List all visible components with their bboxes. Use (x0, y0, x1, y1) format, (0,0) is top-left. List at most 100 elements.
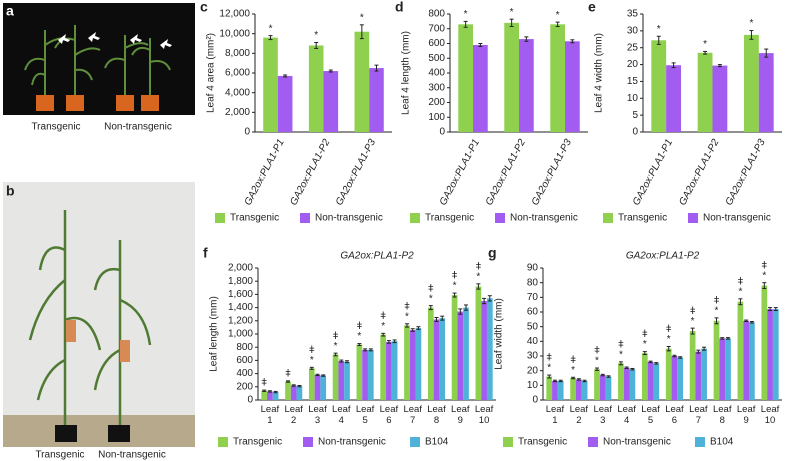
error-bar (309, 366, 314, 370)
y-tick-label: 10,000 (219, 28, 250, 39)
significance-mark: ǂ (475, 261, 481, 272)
y-tick-label: 200 (236, 381, 253, 392)
error-bar (476, 283, 481, 290)
error-bar (552, 379, 557, 383)
bar (689, 331, 696, 400)
bar (719, 338, 726, 400)
error-bar (333, 352, 338, 357)
bar (570, 378, 576, 400)
error-bar (648, 360, 653, 364)
bar (263, 37, 278, 132)
bar (296, 386, 303, 400)
bar (308, 368, 315, 400)
x-tick-label: Leaf 2 (284, 404, 303, 426)
error-bar (717, 64, 722, 68)
significance-mark: ǂ (714, 296, 720, 307)
error-bar (464, 304, 469, 311)
significance-mark: * (510, 7, 514, 18)
error-bar (764, 48, 769, 58)
panel-letter: b (6, 183, 15, 199)
bar (433, 319, 440, 400)
y-tick-label: 2,000 (225, 107, 250, 118)
error-bar (374, 64, 379, 72)
bar (575, 379, 582, 400)
photo-a (3, 3, 195, 115)
bar (369, 68, 384, 132)
y-tick-label: 0 (632, 127, 638, 138)
error-bar (656, 35, 661, 45)
error-bar (458, 308, 463, 315)
bar (772, 309, 779, 400)
error-bar (268, 35, 273, 41)
y-tick-label: 300 (428, 82, 445, 93)
x-tick-label: GA2ox:PLA1-P2 (288, 137, 332, 207)
y-tick-label: 0 (247, 395, 253, 406)
y-tick-label: 4,000 (225, 87, 250, 98)
bar (767, 309, 773, 400)
significance-mark: * (556, 10, 560, 21)
y-tick-label: 25 (627, 42, 639, 53)
x-tick-label: GA2ox:PLA1-P1 (631, 137, 675, 207)
x-tick-label: GA2ox:PLA1-P3 (530, 137, 574, 207)
y-tick-label: 200 (428, 97, 445, 108)
chart-title: GA2ox:PLA1-P2 (340, 251, 414, 262)
x-tick-label-box: Leaf 5 (355, 404, 375, 426)
error-bar (570, 39, 575, 44)
bar (701, 348, 707, 400)
x-tick-label-box: Leaf 6 (665, 404, 684, 426)
panel-letter: a (6, 3, 14, 19)
significance-mark: * (619, 350, 623, 361)
error-bar (509, 18, 514, 28)
legend-label: Transgenic (425, 213, 474, 224)
caption: Transgenic (31, 122, 80, 133)
x-tick-label: Leaf 7 (403, 404, 422, 426)
y-axis-label: Leaf 4 area (mm²) (206, 33, 217, 113)
bar (605, 376, 612, 400)
x-tick-label-box: Leaf 2 (284, 404, 303, 426)
y-tick-label: 6,000 (225, 68, 250, 79)
legend-label: Transgenic (518, 437, 567, 448)
significance-mark: * (749, 18, 753, 29)
error-bar (696, 349, 701, 354)
bar (599, 375, 606, 400)
x-tick-label-box: Leaf 10 (475, 404, 494, 426)
error-bar (672, 354, 677, 358)
y-tick-label: 0 (439, 127, 445, 138)
significance-mark: * (691, 316, 695, 327)
y-tick-label: 0 (532, 395, 538, 406)
x-tick-label-box: Leaf 7 (403, 404, 422, 426)
legend-label: B104 (425, 437, 449, 448)
legend-label: Non-transgenic (510, 213, 578, 224)
error-bar (262, 389, 267, 392)
bar (641, 353, 648, 400)
bar (594, 369, 600, 400)
error-bar (547, 374, 552, 379)
chart-title: GA2ox:PLA1-P2 (626, 251, 700, 262)
bar (629, 369, 636, 400)
significance-mark: * (571, 365, 575, 376)
error-bar (357, 343, 362, 347)
bar (546, 376, 553, 400)
x-tick-label: Leaf 5 (355, 404, 375, 426)
bags-b (66, 320, 130, 362)
floor-b (3, 415, 195, 447)
bar (338, 361, 345, 400)
legend-swatch (495, 213, 505, 223)
error-bar (582, 379, 587, 383)
error-bar (368, 348, 373, 352)
legend-label: Non-transgenic (315, 213, 383, 224)
x-tick-label: GA2ox:PLA1-P3 (724, 137, 768, 207)
x-tick-label-box: Leaf 10 (761, 404, 780, 426)
bar (713, 320, 720, 400)
y-tick-label: 600 (428, 38, 445, 49)
error-bar (392, 339, 397, 344)
y-tick-label: 30 (627, 25, 639, 36)
x-tick-label: Leaf 1 (545, 404, 565, 426)
significance-mark: * (547, 363, 551, 374)
error-bar (328, 69, 333, 73)
bar (427, 307, 434, 400)
bar (323, 71, 339, 132)
y-tick-label: 30 (527, 351, 539, 362)
error-bar (762, 282, 767, 290)
